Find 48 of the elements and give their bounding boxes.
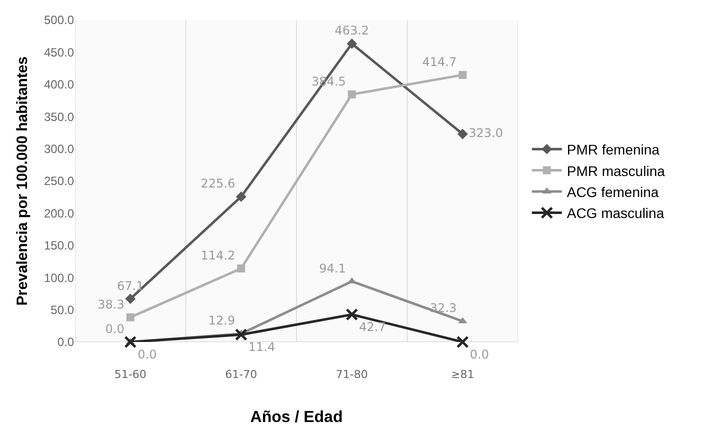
point [234, 328, 248, 341]
data-label: 414.7 [422, 54, 457, 69]
point [346, 308, 358, 321]
y-tick-label: 0.0 [57, 335, 74, 350]
data-label: 0.0 [138, 347, 157, 362]
y-tick-label: 100.0 [44, 270, 74, 285]
point [124, 336, 137, 348]
data-label: 67.1 [117, 278, 144, 293]
data-label: 114.2 [200, 248, 236, 262]
data-label: 32.3 [430, 301, 457, 316]
x-tick-label: 61-70 [225, 368, 258, 381]
data-label: 11.4 [248, 340, 276, 354]
y-tick-label: 350.0 [44, 110, 74, 124]
point [237, 264, 246, 272]
data-label: 12.9 [208, 314, 236, 328]
point [456, 336, 469, 348]
data-label: 38.3 [98, 297, 124, 312]
point [346, 38, 358, 49]
data-label: 0.0 [105, 322, 124, 336]
data-label: 463.2 [334, 24, 370, 38]
y-tick-label: 500.0 [44, 13, 74, 28]
y-tick-label: 250.0 [44, 174, 74, 188]
point [457, 128, 468, 140]
legend-label: PMR femenina [566, 142, 660, 158]
y-axis-title: Prevalencia por 100.000 habitantes [14, 56, 32, 306]
y-tick-label: 200.0 [44, 206, 74, 220]
point [348, 90, 356, 98]
legend-label: ACG femenina [566, 184, 659, 200]
point [126, 313, 134, 322]
data-label: 225.6 [200, 176, 236, 191]
y-tick-label: 300.0 [44, 142, 74, 156]
point [458, 70, 467, 79]
data-label: 0.0 [470, 347, 489, 362]
y-tick-label: 400.0 [44, 78, 74, 92]
y-tick-label: 50.0 [50, 303, 74, 317]
data-label: 323.0 [468, 126, 503, 140]
x-tick-label: 51-60 [114, 368, 146, 381]
x-tick-label: ≥81 [451, 368, 474, 381]
data-label: 42.7 [359, 320, 386, 334]
x-tick-label: 71-80 [336, 368, 368, 381]
point [236, 192, 246, 202]
point [125, 294, 136, 304]
data-label: 94.1 [319, 261, 346, 276]
y-tick-label: 150.0 [44, 238, 74, 253]
legend-label: PMR masculina [566, 162, 666, 179]
x-axis-title: Años / Edad [250, 409, 343, 426]
y-tick-label: 450.0 [44, 45, 74, 60]
legend-label: ACG masculina [566, 205, 664, 222]
